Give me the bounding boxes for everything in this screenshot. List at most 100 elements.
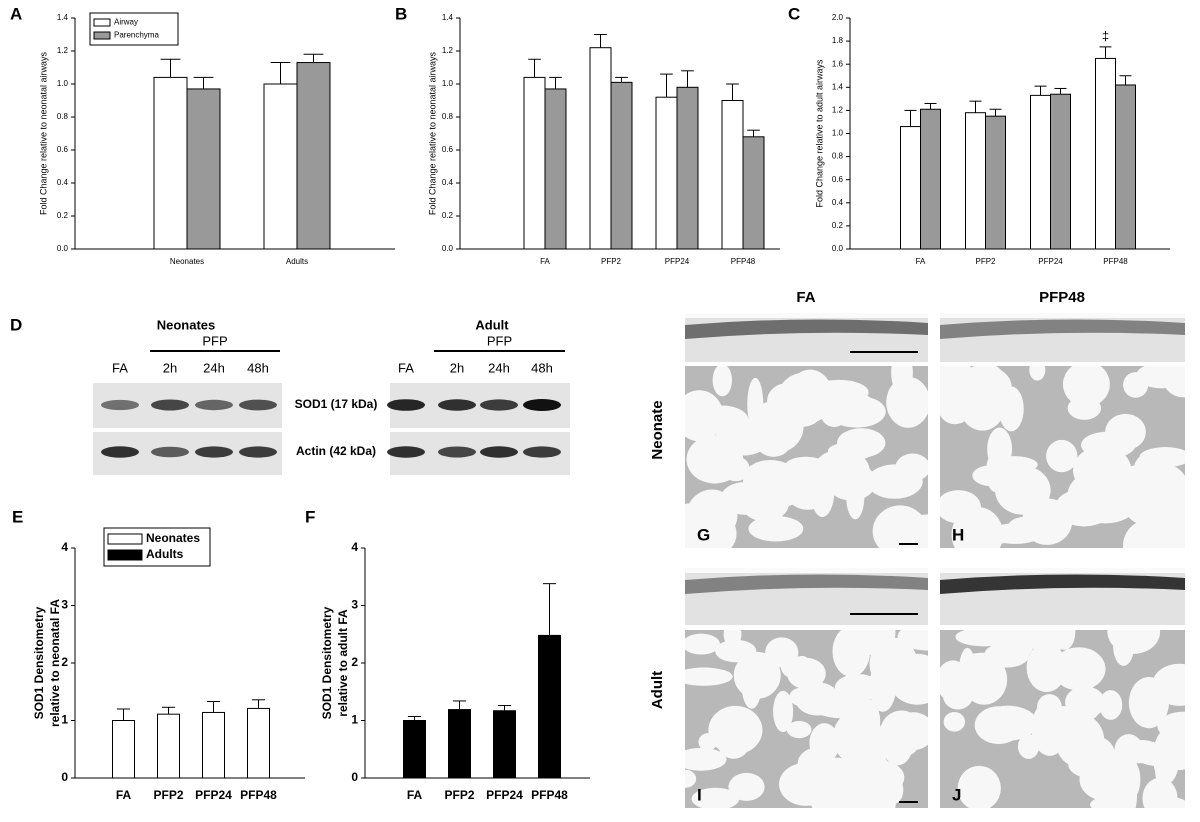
x-tick-label: FA bbox=[407, 788, 423, 802]
bar bbox=[523, 76, 546, 250]
blot-band bbox=[151, 446, 189, 458]
y-tick-label: 0.4 bbox=[442, 178, 454, 187]
y-tick-label: 1.4 bbox=[442, 13, 454, 22]
y-axis-label: relative to neonatal FA bbox=[48, 599, 62, 727]
blot-row-label: SOD1 (17 kDa) bbox=[295, 397, 378, 411]
alveolus bbox=[1029, 366, 1046, 381]
legend-swatch bbox=[107, 533, 143, 545]
y-axis-label: SOD1 Densitometry bbox=[320, 606, 334, 719]
blot-band bbox=[101, 446, 139, 458]
panel-letter: A bbox=[10, 4, 22, 23]
y-tick-label: 1.4 bbox=[57, 13, 69, 22]
column-header: FA bbox=[796, 289, 815, 306]
x-tick-label: PFP24 bbox=[195, 788, 232, 802]
bar bbox=[676, 86, 699, 250]
blot-row-label: Actin (42 kDa) bbox=[296, 444, 376, 458]
blot-band bbox=[239, 446, 277, 458]
alveolus bbox=[714, 423, 770, 456]
alveolus bbox=[685, 769, 697, 788]
alveolus bbox=[957, 765, 1001, 808]
legend-box bbox=[89, 12, 179, 46]
y-tick-label: 1.6 bbox=[832, 59, 844, 68]
alveolus bbox=[712, 366, 733, 397]
panel-letter: J bbox=[952, 785, 961, 804]
y-tick-label: 1.4 bbox=[832, 82, 844, 91]
panel-letter: H bbox=[952, 525, 964, 544]
alveolus bbox=[961, 654, 1008, 705]
y-tick-label: 0.4 bbox=[57, 178, 69, 187]
alveolus bbox=[888, 653, 928, 705]
x-tick-label: PFP24 bbox=[1038, 257, 1063, 266]
alveolus bbox=[1078, 468, 1106, 494]
alveolus bbox=[809, 723, 840, 764]
alveolus bbox=[1135, 366, 1185, 389]
legend-label: Airway bbox=[114, 18, 138, 27]
blot-band bbox=[151, 399, 189, 411]
airway-lumen bbox=[940, 313, 1185, 318]
epithelium bbox=[940, 574, 1185, 594]
alveolus bbox=[1046, 439, 1078, 473]
x-tick-label: PFP48 bbox=[1103, 257, 1128, 266]
y-tick-label: 0.6 bbox=[442, 145, 454, 154]
alveolus bbox=[685, 397, 713, 425]
row-header: Neonate bbox=[649, 400, 666, 459]
bar bbox=[538, 634, 561, 779]
alveolus bbox=[777, 373, 828, 427]
x-tick-label: PFP24 bbox=[665, 257, 690, 266]
y-tick-label: 2 bbox=[351, 655, 358, 669]
alveolus bbox=[879, 710, 924, 756]
bar bbox=[1095, 57, 1116, 250]
airway-lumen bbox=[685, 313, 928, 318]
lane-label: FA bbox=[398, 360, 414, 375]
blot-band bbox=[101, 399, 139, 411]
panel-letter: D bbox=[10, 315, 22, 334]
alveolus bbox=[943, 712, 966, 732]
alveolus bbox=[741, 659, 762, 709]
blot-group-title: Neonates bbox=[157, 317, 216, 332]
alveolus bbox=[715, 639, 757, 663]
alveolus bbox=[1113, 630, 1135, 666]
y-tick-label: 0.0 bbox=[442, 244, 454, 253]
alveolus bbox=[1017, 734, 1040, 759]
panel-letter: G bbox=[697, 525, 710, 544]
bar bbox=[112, 720, 135, 779]
blot-treatment: PFP bbox=[202, 333, 227, 348]
legend-swatch bbox=[93, 31, 111, 40]
alveolus bbox=[986, 451, 1005, 493]
alveolus bbox=[685, 747, 727, 771]
blot-band bbox=[387, 446, 425, 458]
alveolus bbox=[789, 687, 813, 706]
lane-label: 2h bbox=[163, 360, 177, 375]
parenchyma-image bbox=[940, 630, 1185, 808]
alveolus bbox=[897, 630, 928, 651]
x-tick-label: Neonates bbox=[170, 257, 204, 266]
y-axis-label: SOD1 Densitometry bbox=[32, 606, 46, 719]
y-tick-label: 0.8 bbox=[832, 152, 844, 161]
alveolus bbox=[882, 775, 904, 805]
x-tick-label: FA bbox=[116, 788, 132, 802]
blot-band bbox=[438, 399, 476, 411]
alveolus bbox=[886, 376, 928, 428]
y-tick-label: 0 bbox=[351, 770, 358, 784]
bar bbox=[589, 47, 612, 250]
parenchyma-image bbox=[685, 630, 928, 808]
alveolus bbox=[834, 674, 882, 702]
alveolus bbox=[721, 456, 750, 482]
blot-band bbox=[195, 399, 233, 411]
legend-swatch bbox=[107, 549, 143, 561]
row-header: Adult bbox=[649, 671, 666, 709]
y-tick-label: 1 bbox=[61, 713, 68, 727]
bar bbox=[186, 88, 221, 250]
x-tick-label: PFP2 bbox=[153, 788, 183, 802]
x-tick-label: PFP48 bbox=[731, 257, 756, 266]
y-tick-label: 1.2 bbox=[832, 106, 844, 115]
y-axis-label: Fold Change relative to adult airways bbox=[814, 59, 824, 208]
alveolus bbox=[827, 391, 877, 428]
lane-label: FA bbox=[112, 360, 128, 375]
y-tick-label: 1.0 bbox=[57, 79, 69, 88]
bar bbox=[920, 108, 941, 250]
alveolus bbox=[728, 772, 765, 801]
alveolus bbox=[954, 366, 1012, 410]
y-tick-label: 4 bbox=[351, 540, 358, 554]
x-tick-label: PFP2 bbox=[444, 788, 474, 802]
